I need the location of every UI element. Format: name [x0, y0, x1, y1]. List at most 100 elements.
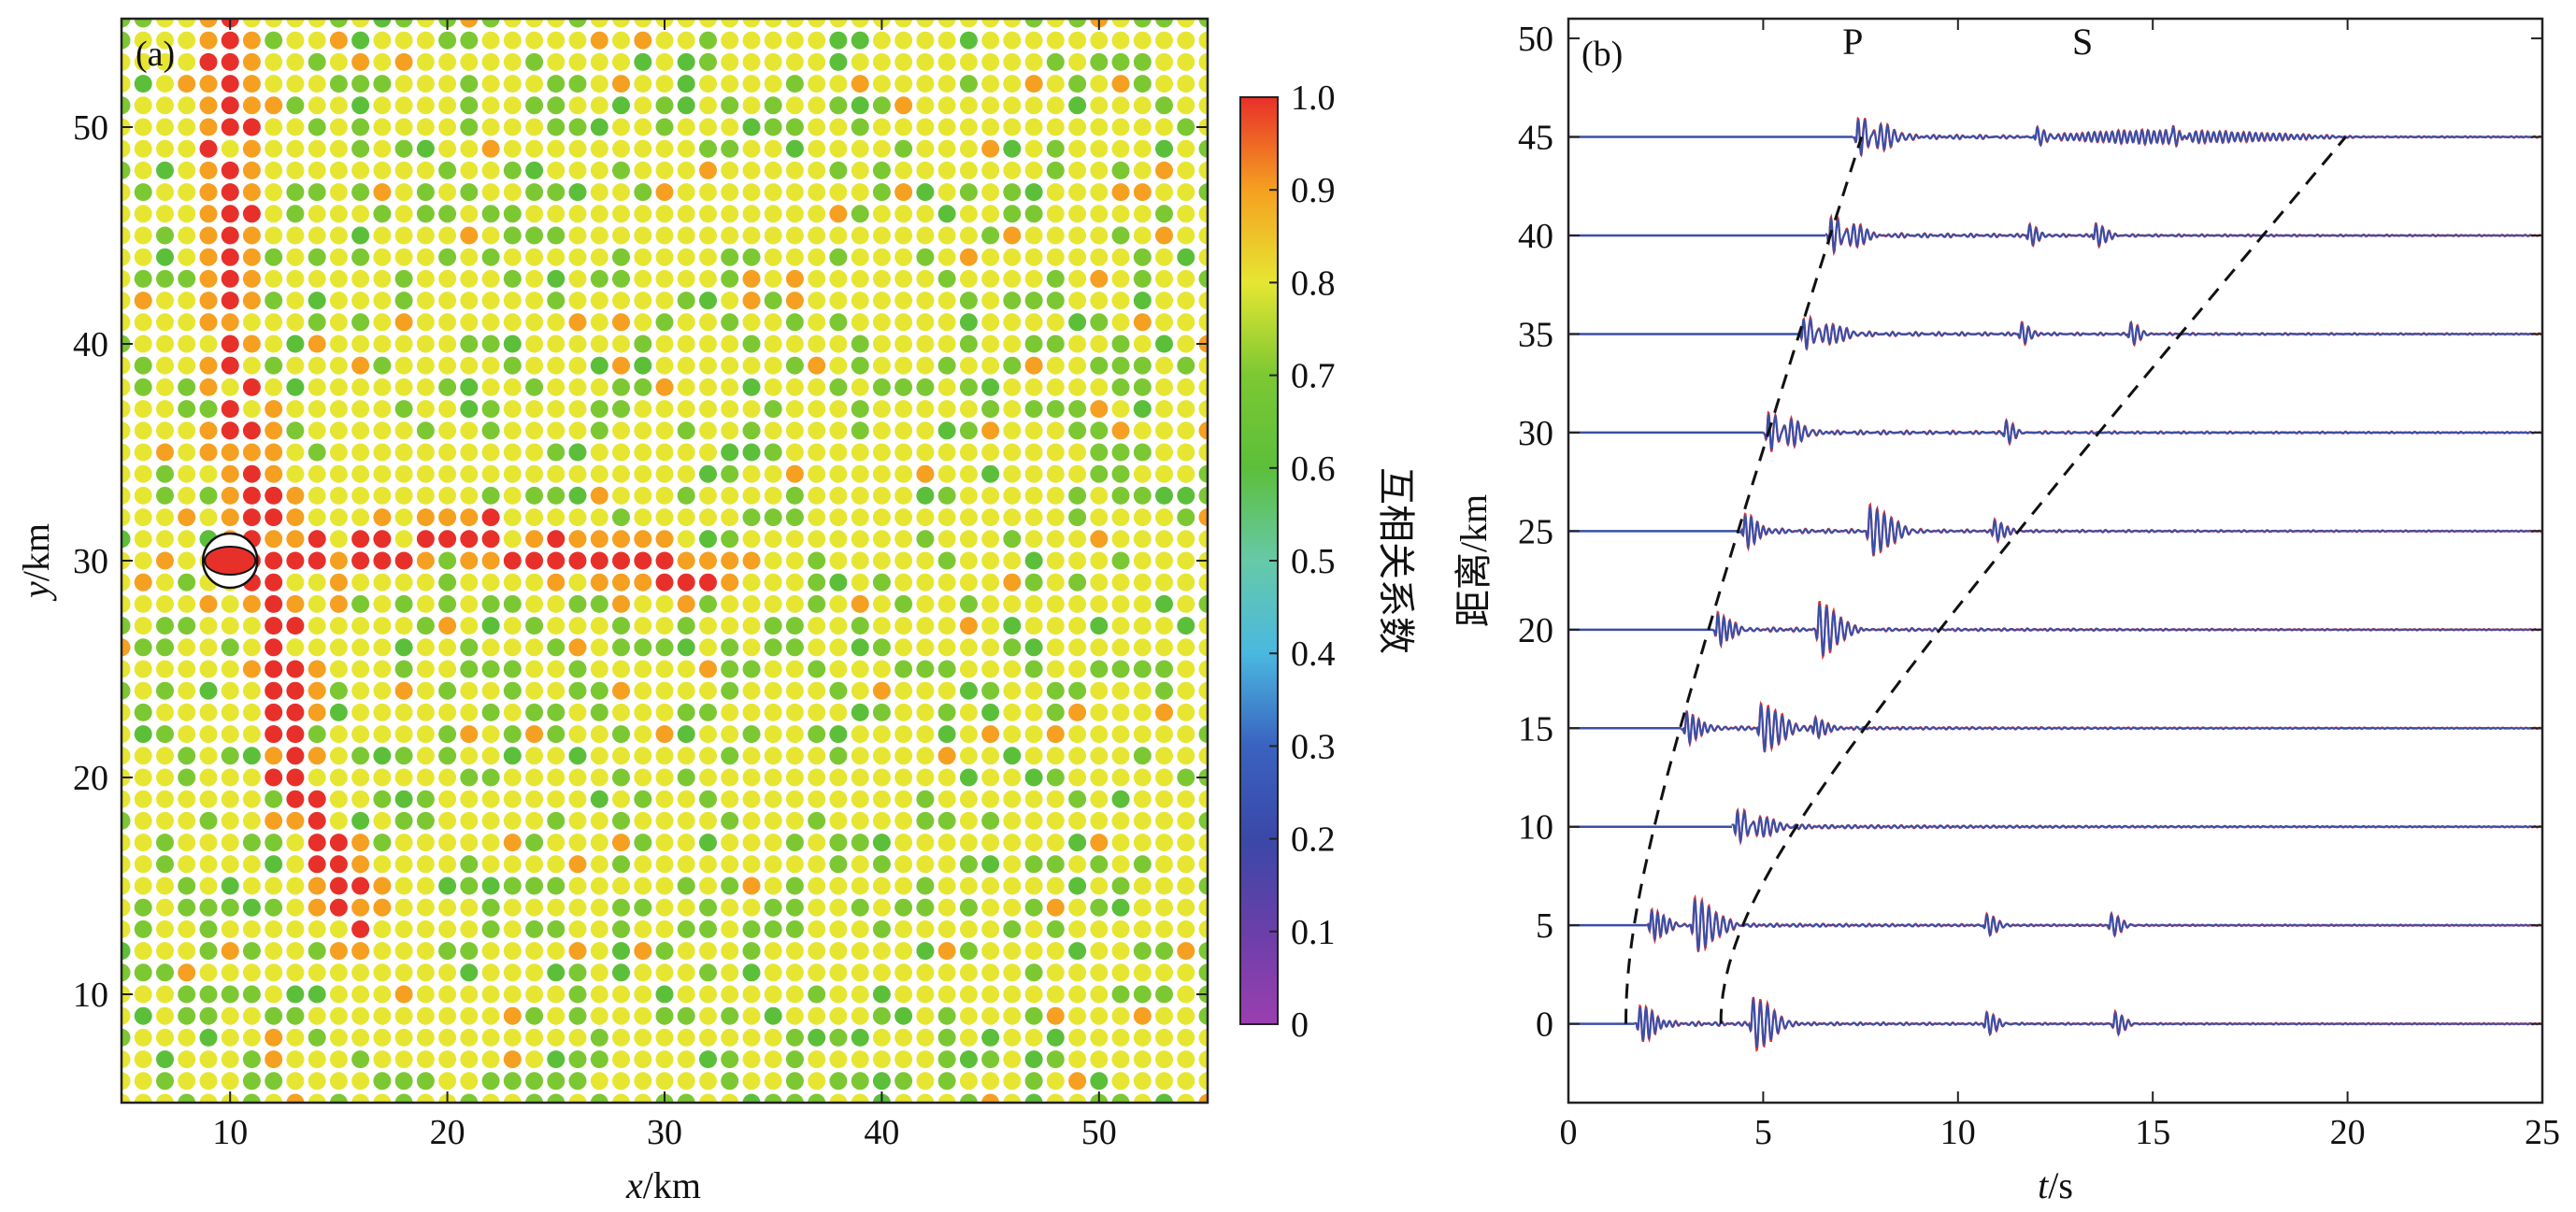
cc-dot — [808, 594, 826, 613]
cc-dot — [1046, 594, 1065, 613]
cc-dot — [308, 594, 326, 613]
cc-dot — [221, 617, 239, 635]
cc-dot — [894, 1093, 913, 1103]
cc-dot — [503, 508, 522, 527]
cc-dot — [742, 898, 761, 917]
cc-dot — [1198, 356, 1208, 375]
cc-dot — [1046, 942, 1065, 961]
cc-dot — [1024, 920, 1043, 938]
cc-dot — [351, 573, 370, 592]
cc-dot — [721, 205, 739, 223]
cc-dot — [764, 1093, 782, 1103]
cc-dot — [1177, 594, 1195, 613]
cc-dot — [872, 660, 891, 678]
cc-dot — [634, 464, 652, 483]
cc-dot — [1177, 248, 1195, 266]
cc-dot — [808, 963, 826, 982]
cc-dot — [808, 811, 826, 830]
cc-dot — [916, 617, 935, 635]
cc-dot — [785, 573, 804, 592]
cc-dot — [122, 855, 131, 874]
cc-dot — [503, 725, 522, 744]
cc-dot — [742, 725, 761, 744]
cc-dot — [872, 443, 891, 462]
cc-dot — [1111, 313, 1130, 332]
cc-dot — [134, 942, 152, 961]
cc-dot — [1046, 269, 1065, 288]
cc-dot — [612, 508, 630, 527]
cc-dot — [373, 19, 392, 28]
cc-dot — [1177, 486, 1195, 505]
cc-dot — [199, 335, 218, 353]
cc-dot — [612, 898, 630, 917]
cc-dot — [394, 226, 413, 245]
cc-dot — [481, 790, 500, 808]
cc-dot — [438, 638, 457, 657]
cc-dot — [1090, 292, 1109, 310]
cc-dot — [1068, 508, 1087, 527]
cc-dot — [481, 1006, 500, 1025]
cc-dot — [937, 96, 956, 115]
cc-dot — [699, 920, 717, 938]
cc-dot — [1003, 248, 1022, 266]
cc-dot — [655, 96, 674, 115]
cc-dot — [808, 313, 826, 332]
cc-dot — [1198, 1072, 1208, 1091]
cc-dot — [981, 118, 1000, 136]
cc-dot — [959, 942, 978, 961]
cc-dot — [742, 834, 761, 852]
cc-dot — [1177, 226, 1195, 245]
cc-dot — [829, 898, 848, 917]
cc-dot — [1111, 161, 1130, 179]
cc-dot — [764, 877, 782, 895]
cc-dot — [373, 292, 392, 310]
cc-dot — [677, 703, 695, 721]
cc-dot — [265, 161, 283, 179]
cc-dot — [851, 313, 869, 332]
cc-dot — [829, 747, 848, 765]
cc-dot — [221, 1072, 239, 1091]
cc-dot — [829, 573, 848, 592]
cc-dot — [612, 75, 630, 93]
cc-dot — [808, 638, 826, 657]
cc-dot — [808, 681, 826, 700]
cc-dot — [1198, 855, 1208, 874]
cc-dot — [568, 1006, 587, 1025]
cc-dot — [351, 205, 370, 223]
cc-dot — [981, 356, 1000, 375]
cc-dot — [394, 855, 413, 874]
cc-dot — [329, 703, 348, 721]
cc-dot — [199, 1028, 218, 1047]
cc-dot — [721, 638, 739, 657]
cc-dot — [1090, 486, 1109, 505]
cc-dot — [1133, 638, 1152, 657]
cc-dot — [416, 594, 435, 613]
cc-dot — [1003, 486, 1022, 505]
cc-dot — [1133, 400, 1152, 419]
cc-dot — [568, 768, 587, 787]
cc-dot — [373, 205, 392, 223]
cc-dot — [199, 486, 218, 505]
cc-dot — [1198, 898, 1208, 917]
cc-dot — [959, 703, 978, 721]
cc-dot — [308, 421, 326, 440]
cc-dot — [590, 269, 608, 288]
cc-dot — [1133, 443, 1152, 462]
cc-dot — [329, 594, 348, 613]
cc-dot — [199, 638, 218, 657]
cc-dot — [1090, 1050, 1109, 1069]
x-tick-label: 20 — [2330, 1113, 2366, 1152]
cc-dot — [590, 248, 608, 266]
cc-dot — [655, 292, 674, 310]
cc-dot — [1068, 443, 1087, 462]
cc-dot — [894, 118, 913, 136]
cc-dot — [721, 19, 739, 28]
cc-dot — [221, 443, 239, 462]
cc-dot — [122, 139, 131, 158]
cc-dot — [785, 855, 804, 874]
cc-dot — [265, 790, 283, 808]
cc-dot — [655, 161, 674, 179]
cc-dot — [394, 443, 413, 462]
cc-dot — [199, 205, 218, 223]
cc-dot — [829, 551, 848, 570]
